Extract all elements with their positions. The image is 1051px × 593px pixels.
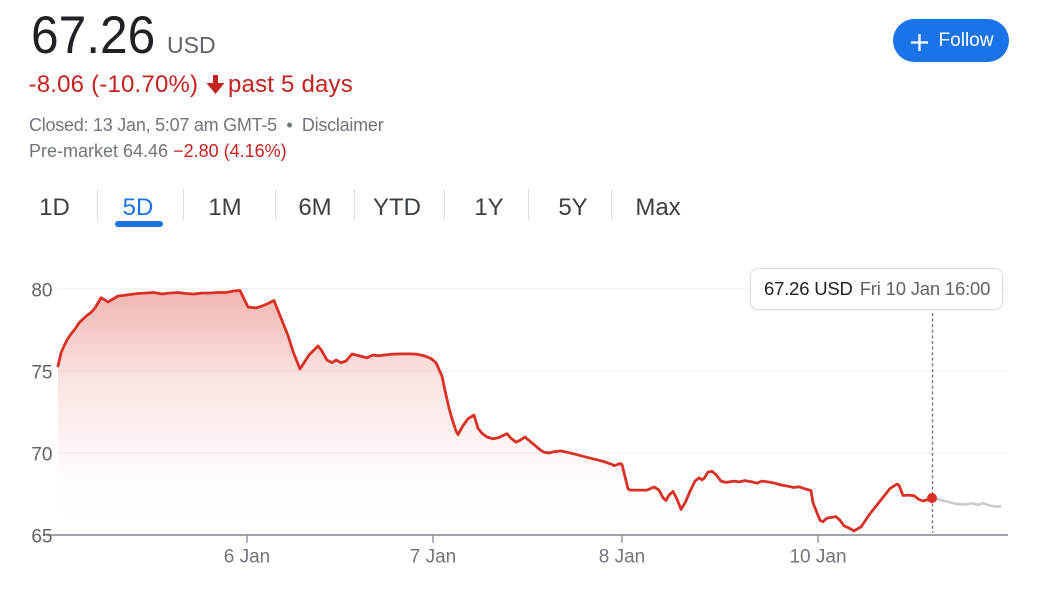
svg-text:7 Jan: 7 Jan: [410, 547, 456, 568]
svg-text:65: 65: [31, 527, 52, 548]
svg-text:75: 75: [31, 363, 52, 384]
svg-text:10 Jan: 10 Jan: [789, 547, 846, 568]
svg-text:6 Jan: 6 Jan: [224, 547, 270, 568]
svg-text:70: 70: [31, 445, 52, 466]
svg-text:80: 80: [31, 281, 52, 302]
svg-text:8 Jan: 8 Jan: [599, 547, 645, 568]
